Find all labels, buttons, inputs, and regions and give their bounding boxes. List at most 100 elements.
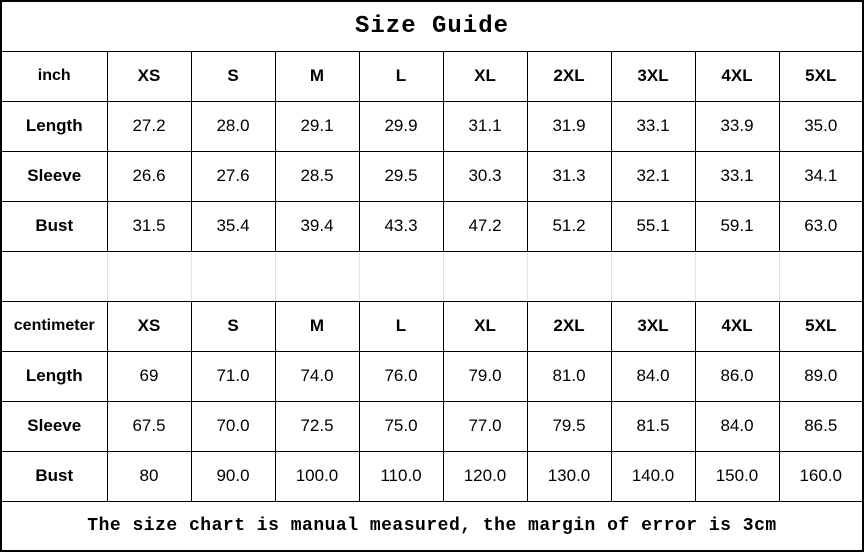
- cell-value: 140.0: [610, 450, 696, 502]
- size-header: L: [358, 300, 444, 352]
- size-header: XL: [442, 50, 528, 102]
- spacer-cell: [106, 250, 192, 302]
- cell-value: 67.5: [106, 400, 192, 452]
- cell-value: 29.1: [274, 100, 360, 152]
- cell-value: 63.0: [778, 200, 864, 252]
- cell-value: 28.5: [274, 150, 360, 202]
- table-row-inch-sleeve: Sleeve 26.6 27.6 28.5 29.5 30.3 31.3 32.…: [0, 150, 864, 202]
- unit-label-inch: inch: [0, 50, 108, 102]
- cell-value: 34.1: [778, 150, 864, 202]
- spacer-cell: [358, 250, 444, 302]
- cell-value: 39.4: [274, 200, 360, 252]
- cell-value: 160.0: [778, 450, 864, 502]
- table-row-inch-length: Length 27.2 28.0 29.1 29.9 31.1 31.9 33.…: [0, 100, 864, 152]
- cell-value: 74.0: [274, 350, 360, 402]
- spacer-cell: [778, 250, 864, 302]
- page-title: Size Guide: [0, 0, 864, 52]
- cell-value: 79.0: [442, 350, 528, 402]
- row-label: Length: [0, 350, 108, 402]
- cell-value: 27.6: [190, 150, 276, 202]
- footer-row: The size chart is manual measured, the m…: [0, 500, 864, 552]
- cell-value: 33.1: [694, 150, 780, 202]
- spacer-cell: [694, 250, 780, 302]
- cell-value: 76.0: [358, 350, 444, 402]
- row-label: Length: [0, 100, 108, 152]
- cell-value: 29.9: [358, 100, 444, 152]
- size-header: XS: [106, 300, 192, 352]
- spacer-cell: [610, 250, 696, 302]
- table-row-cm-bust: Bust 80 90.0 100.0 110.0 120.0 130.0 140…: [0, 450, 864, 502]
- cell-value: 100.0: [274, 450, 360, 502]
- row-label: Bust: [0, 200, 108, 252]
- cell-value: 70.0: [190, 400, 276, 452]
- cell-value: 86.5: [778, 400, 864, 452]
- size-header: 4XL: [694, 50, 780, 102]
- cell-value: 79.5: [526, 400, 612, 452]
- cell-value: 77.0: [442, 400, 528, 452]
- cell-value: 72.5: [274, 400, 360, 452]
- table-row-cm-sleeve: Sleeve 67.5 70.0 72.5 75.0 77.0 79.5 81.…: [0, 400, 864, 452]
- size-header: XS: [106, 50, 192, 102]
- size-header: 3XL: [610, 300, 696, 352]
- cell-value: 35.4: [190, 200, 276, 252]
- cell-value: 75.0: [358, 400, 444, 452]
- size-header: M: [274, 300, 360, 352]
- cell-value: 29.5: [358, 150, 444, 202]
- spacer-cell: [0, 250, 108, 302]
- centimeter-header-row: centimeter XS S M L XL 2XL 3XL 4XL 5XL: [0, 300, 864, 352]
- spacer-cell: [274, 250, 360, 302]
- cell-value: 31.1: [442, 100, 528, 152]
- cell-value: 33.9: [694, 100, 780, 152]
- row-label: Sleeve: [0, 400, 108, 452]
- inch-header-row: inch XS S M L XL 2XL 3XL 4XL 5XL: [0, 50, 864, 102]
- cell-value: 32.1: [610, 150, 696, 202]
- cell-value: 71.0: [190, 350, 276, 402]
- cell-value: 120.0: [442, 450, 528, 502]
- spacer-cell: [190, 250, 276, 302]
- size-header: 3XL: [610, 50, 696, 102]
- cell-value: 69: [106, 350, 192, 402]
- cell-value: 35.0: [778, 100, 864, 152]
- cell-value: 30.3: [442, 150, 528, 202]
- cell-value: 90.0: [190, 450, 276, 502]
- table-row-inch-bust: Bust 31.5 35.4 39.4 43.3 47.2 51.2 55.1 …: [0, 200, 864, 252]
- cell-value: 81.0: [526, 350, 612, 402]
- cell-value: 26.6: [106, 150, 192, 202]
- size-header: 5XL: [778, 300, 864, 352]
- size-header: XL: [442, 300, 528, 352]
- unit-label-centimeter: centimeter: [0, 300, 108, 352]
- spacer-cell: [526, 250, 612, 302]
- cell-value: 110.0: [358, 450, 444, 502]
- spacer-row: [0, 250, 864, 302]
- row-label: Sleeve: [0, 150, 108, 202]
- row-label: Bust: [0, 450, 108, 502]
- size-header: 2XL: [526, 300, 612, 352]
- cell-value: 81.5: [610, 400, 696, 452]
- cell-value: 33.1: [610, 100, 696, 152]
- cell-value: 31.3: [526, 150, 612, 202]
- cell-value: 89.0: [778, 350, 864, 402]
- measurement-note: The size chart is manual measured, the m…: [0, 500, 864, 552]
- cell-value: 43.3: [358, 200, 444, 252]
- cell-value: 80: [106, 450, 192, 502]
- cell-value: 31.9: [526, 100, 612, 152]
- cell-value: 130.0: [526, 450, 612, 502]
- cell-value: 150.0: [694, 450, 780, 502]
- cell-value: 55.1: [610, 200, 696, 252]
- size-header: L: [358, 50, 444, 102]
- cell-value: 28.0: [190, 100, 276, 152]
- cell-value: 31.5: [106, 200, 192, 252]
- spacer-cell: [442, 250, 528, 302]
- cell-value: 59.1: [694, 200, 780, 252]
- cell-value: 84.0: [694, 400, 780, 452]
- title-row: Size Guide: [0, 0, 864, 52]
- size-header: S: [190, 50, 276, 102]
- size-header: 5XL: [778, 50, 864, 102]
- cell-value: 51.2: [526, 200, 612, 252]
- cell-value: 47.2: [442, 200, 528, 252]
- size-header: 2XL: [526, 50, 612, 102]
- size-header: S: [190, 300, 276, 352]
- size-header: 4XL: [694, 300, 780, 352]
